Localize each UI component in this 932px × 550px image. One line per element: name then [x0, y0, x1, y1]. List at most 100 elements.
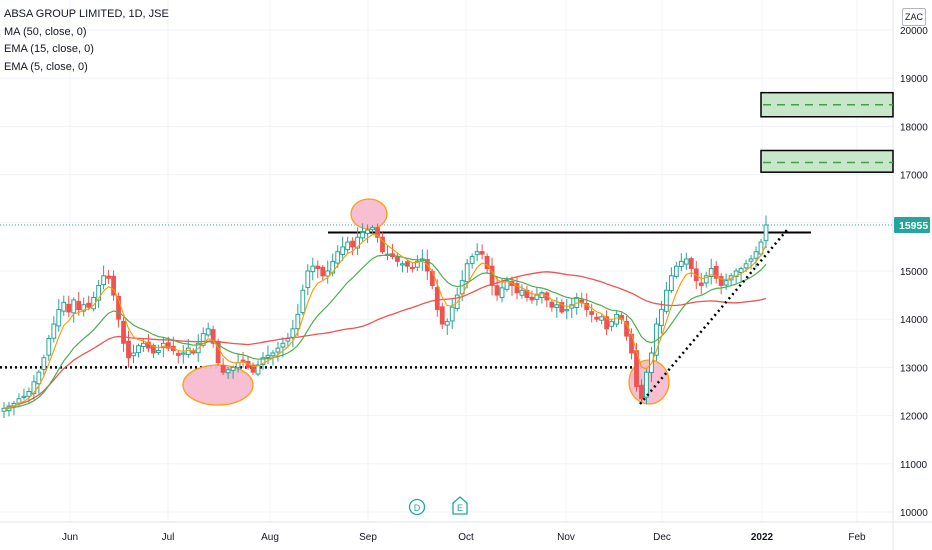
price-tick-label: 13000: [900, 363, 928, 374]
candle-body: [210, 329, 216, 344]
candle-body: [683, 258, 689, 265]
highlight-circle: [182, 364, 254, 406]
currency-badge[interactable]: ZAC: [902, 8, 926, 26]
candle: [539, 290, 545, 304]
candle-body: [484, 256, 490, 270]
candle-body: [589, 311, 595, 315]
svg-text:E: E: [457, 503, 463, 513]
candle-body: [275, 347, 281, 353]
time-tick-label: Nov: [557, 532, 575, 543]
candle: [564, 299, 570, 320]
candle: [599, 314, 605, 325]
candle-body: [639, 384, 644, 400]
level-lines: [0, 224, 893, 369]
candle-body: [71, 299, 77, 314]
candle-body: [290, 328, 296, 338]
candle: [713, 260, 719, 284]
candle-body: [165, 342, 171, 349]
candle-body: [116, 295, 121, 320]
candle-body: [395, 256, 400, 262]
candle-body: [330, 260, 336, 274]
candle: [41, 354, 47, 376]
candle-body: [96, 284, 102, 301]
price-tick-label: 10000: [900, 508, 928, 519]
candle: [529, 290, 535, 304]
candle: [305, 264, 311, 296]
dividend-marker-icon[interactable]: D: [408, 498, 426, 516]
candle-body: [748, 258, 754, 262]
ema5-label[interactable]: EMA (5, close, 0): [4, 60, 88, 73]
ma50-label[interactable]: MA (50, close, 0): [4, 25, 87, 38]
time-tick-label: Jul: [162, 532, 175, 543]
candle: [101, 265, 107, 290]
candle-body: [659, 309, 664, 327]
candle: [678, 253, 684, 272]
candle: [524, 285, 530, 302]
candle-body: [400, 263, 405, 266]
candle-body: [678, 260, 684, 267]
candle: [210, 325, 216, 348]
candle-body: [141, 342, 146, 348]
candle: [668, 267, 674, 294]
candle: [175, 350, 181, 364]
candle: [409, 262, 415, 273]
last-price-tag: [894, 216, 930, 233]
candle: [639, 379, 644, 403]
ema15-label[interactable]: EMA (15, close, 0): [4, 43, 94, 55]
candle: [300, 284, 306, 316]
candle-body: [76, 300, 82, 311]
candle-body: [365, 229, 370, 234]
ma50-line: [3, 271, 767, 410]
candle: [380, 232, 385, 254]
highlight-circle: [350, 198, 388, 230]
symbol-title[interactable]: ABSA GROUP LIMITED, 1D, JSE: [4, 8, 169, 20]
candle-body: [405, 261, 410, 267]
candle: [594, 313, 600, 323]
candle: [66, 295, 72, 317]
candle: [345, 236, 351, 254]
candle: [160, 337, 166, 358]
candle-body: [51, 323, 57, 339]
ema15-line: [3, 254, 767, 409]
candle: [688, 256, 694, 278]
candlesticks: [1, 215, 769, 419]
candle: [589, 303, 595, 323]
candle: [46, 334, 52, 361]
candle: [315, 260, 321, 279]
candle-body: [514, 283, 520, 294]
candle: [31, 375, 37, 400]
candle-body: [265, 354, 271, 359]
candle: [544, 290, 550, 308]
candle: [355, 227, 361, 256]
candle-body: [738, 268, 744, 274]
candle: [659, 300, 664, 334]
candle: [91, 291, 97, 312]
candle-body: [185, 347, 191, 356]
candle-body: [559, 302, 565, 313]
price-tick-label: 20000: [900, 26, 928, 37]
time-tick-label: Jun: [62, 532, 78, 543]
candle-body: [160, 342, 166, 349]
indicator-legend: ABSA GROUP LIMITED, 1D, JSE MA (50, clos…: [4, 6, 169, 76]
candle-body: [713, 265, 719, 279]
candle: [365, 224, 370, 244]
candle: [444, 318, 450, 335]
candle: [260, 352, 266, 370]
price-tick-label: 12000: [900, 412, 928, 423]
candle-body: [250, 364, 256, 373]
candle: [375, 223, 380, 243]
candle: [663, 282, 669, 315]
candle-body: [136, 345, 141, 354]
highlight-circles: [182, 198, 670, 406]
earnings-marker-icon[interactable]: E: [452, 496, 468, 515]
time-axis[interactable]: Jun Jul Aug Sep Oct Nov Dec 2022 Feb: [62, 532, 866, 543]
candle: [56, 299, 62, 332]
candle-body: [554, 304, 560, 309]
candle-body: [494, 285, 500, 296]
candle-body: [703, 275, 709, 284]
price-axis[interactable]: 1000011000120001300014000150001600017000…: [894, 26, 930, 519]
candle-body: [155, 350, 161, 353]
candle-body: [230, 366, 236, 371]
